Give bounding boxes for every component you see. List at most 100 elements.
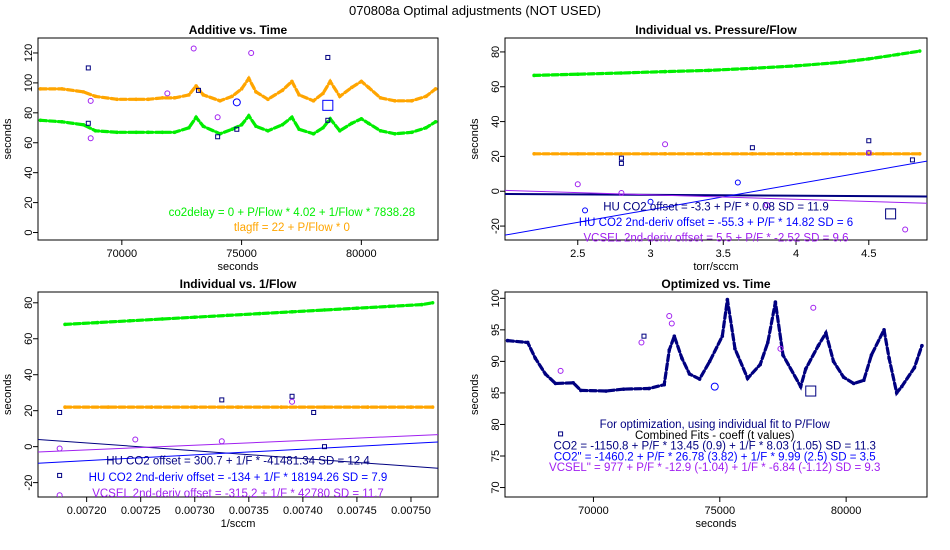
y-tick-label: 20 <box>490 150 502 162</box>
data-point-circle <box>557 367 564 374</box>
y-tick-label: 60 <box>490 81 502 93</box>
data-point-square <box>909 157 915 163</box>
data-point <box>409 130 414 135</box>
data-point <box>201 124 206 129</box>
series-trace <box>505 299 924 397</box>
data-point <box>365 405 370 409</box>
data-point <box>575 72 580 77</box>
x-tick-label: 4 <box>793 248 799 260</box>
x-tick-label: 75000 <box>226 248 257 260</box>
data-point <box>663 152 667 156</box>
data-point <box>236 405 240 409</box>
data-point <box>266 97 270 102</box>
data-point-square <box>558 431 564 437</box>
data-point <box>532 73 536 78</box>
data-point <box>525 340 530 345</box>
data-point <box>393 131 397 136</box>
data-point-circle <box>668 320 675 327</box>
x-tick-label: 0.00730 <box>175 505 215 517</box>
data-point <box>733 346 737 351</box>
fit-annotation: HU CO2 2nd-deriv offset = -55.3 + P/F * … <box>579 217 853 229</box>
fit-annotation: tlagff = 22 + P/Flow * 0 <box>234 222 350 234</box>
fit-line <box>505 189 927 204</box>
data-point <box>571 381 576 385</box>
data-point <box>619 152 624 156</box>
chart-title: Additive vs. Time <box>189 23 288 37</box>
data-point <box>134 130 139 135</box>
data-point <box>38 118 43 123</box>
data-point <box>254 124 258 129</box>
data-point <box>706 152 711 156</box>
data-point <box>912 365 917 370</box>
x-tick-label: 0.00750 <box>391 505 431 517</box>
data-point <box>781 353 785 357</box>
y-tick-label: 90 <box>490 355 502 367</box>
data-point <box>419 302 424 307</box>
y-tick-label: 20 <box>23 405 35 417</box>
data-point <box>337 94 342 99</box>
data-point-big-circle <box>232 98 241 107</box>
data-point <box>894 391 899 395</box>
data-point <box>794 64 798 68</box>
data-point-square <box>325 54 331 60</box>
data-point <box>837 152 842 156</box>
data-point <box>349 121 354 126</box>
data-layer <box>38 45 438 142</box>
data-point-square <box>641 333 647 339</box>
data-point <box>433 87 438 91</box>
fit-line <box>505 160 927 236</box>
y-tick-label: 60 <box>23 137 35 149</box>
data-point <box>663 69 667 74</box>
y-tick-label: 75 <box>490 450 502 462</box>
data-point <box>63 405 67 409</box>
data-point-circle <box>56 445 63 452</box>
y-tick-label: 20 <box>23 196 35 208</box>
data-point <box>146 130 150 135</box>
data-point <box>745 376 750 381</box>
chart-title: Optimized vs. Time <box>661 277 770 291</box>
data-point <box>816 343 821 348</box>
data-point <box>225 313 229 318</box>
data-point <box>672 334 677 338</box>
data-point <box>579 388 583 393</box>
x-axis-label: seconds <box>696 518 737 530</box>
data-point-circle <box>865 149 872 156</box>
data-point <box>424 125 428 130</box>
data-point <box>359 117 364 121</box>
x-tick-label: 0.00720 <box>67 505 107 517</box>
y-axis-label: seconds <box>469 374 481 415</box>
x-tick-label: 70000 <box>578 505 609 517</box>
data-point <box>667 348 672 352</box>
data-point <box>662 382 666 387</box>
data-point-square <box>311 409 317 415</box>
data-point <box>60 119 64 124</box>
data-point <box>720 334 725 338</box>
data-point <box>532 152 536 156</box>
data-point <box>297 93 301 97</box>
data-point <box>337 128 342 133</box>
data-point <box>246 76 251 81</box>
data-point <box>831 359 836 364</box>
data-point-circle <box>763 202 770 209</box>
fit-line <box>38 441 438 464</box>
data-point <box>246 114 251 118</box>
plot-frame <box>37 291 439 498</box>
data-point <box>621 387 626 391</box>
data-point <box>230 94 234 99</box>
data-point <box>172 96 177 100</box>
data-point-circle <box>638 339 645 346</box>
data-point <box>766 340 770 345</box>
data-point <box>430 300 435 305</box>
fit-annotation: For optimization, using individual fit t… <box>600 419 831 431</box>
data-point <box>38 87 43 91</box>
data-layer <box>38 300 438 497</box>
data-point-big-square <box>805 385 817 397</box>
x-tick-label: 4.5 <box>861 248 876 260</box>
data-point-square <box>195 87 201 93</box>
y-tick-label: 95 <box>490 324 502 336</box>
fit-annotation: Combined Fits - coeff (t values) <box>635 430 795 442</box>
y-tick-label: 80 <box>23 107 35 119</box>
data-point <box>917 152 922 156</box>
y-tick-label: 70 <box>490 481 502 493</box>
data-point <box>882 328 886 332</box>
